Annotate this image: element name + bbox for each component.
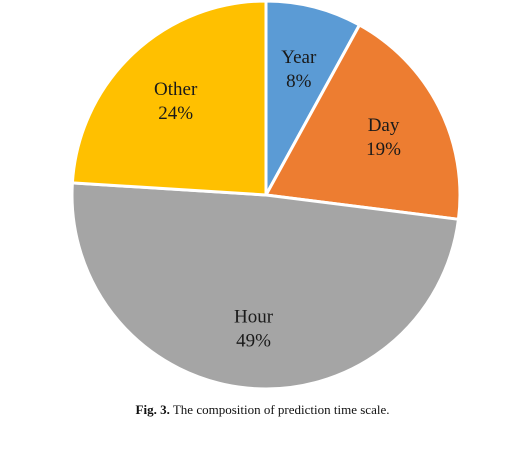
figure-caption-text: The composition of prediction time scale…	[172, 402, 390, 417]
figure-caption-prefix: Fig. 3.	[135, 402, 170, 417]
pie-slice-day	[264, 23, 462, 221]
slice-percent-year: 8%	[286, 71, 312, 92]
slice-label-year: Year	[281, 47, 317, 68]
slice-label-hour: Hour	[234, 306, 274, 327]
slice-percent-hour: 49%	[236, 330, 271, 351]
pie-slice-hour	[70, 181, 460, 391]
slice-label-day: Day	[368, 115, 400, 136]
pie-chart: Year 8% Day 19% Hour 49% Other 24%	[70, 0, 462, 391]
slice-percent-day: 19%	[366, 139, 401, 160]
pie-slice-other	[70, 0, 268, 197]
slice-percent-other: 24%	[158, 103, 193, 124]
pie-slice-year	[264, 0, 361, 197]
slice-label-other: Other	[154, 79, 198, 100]
figure-caption: Fig. 3. The composition of prediction ti…	[0, 402, 525, 418]
